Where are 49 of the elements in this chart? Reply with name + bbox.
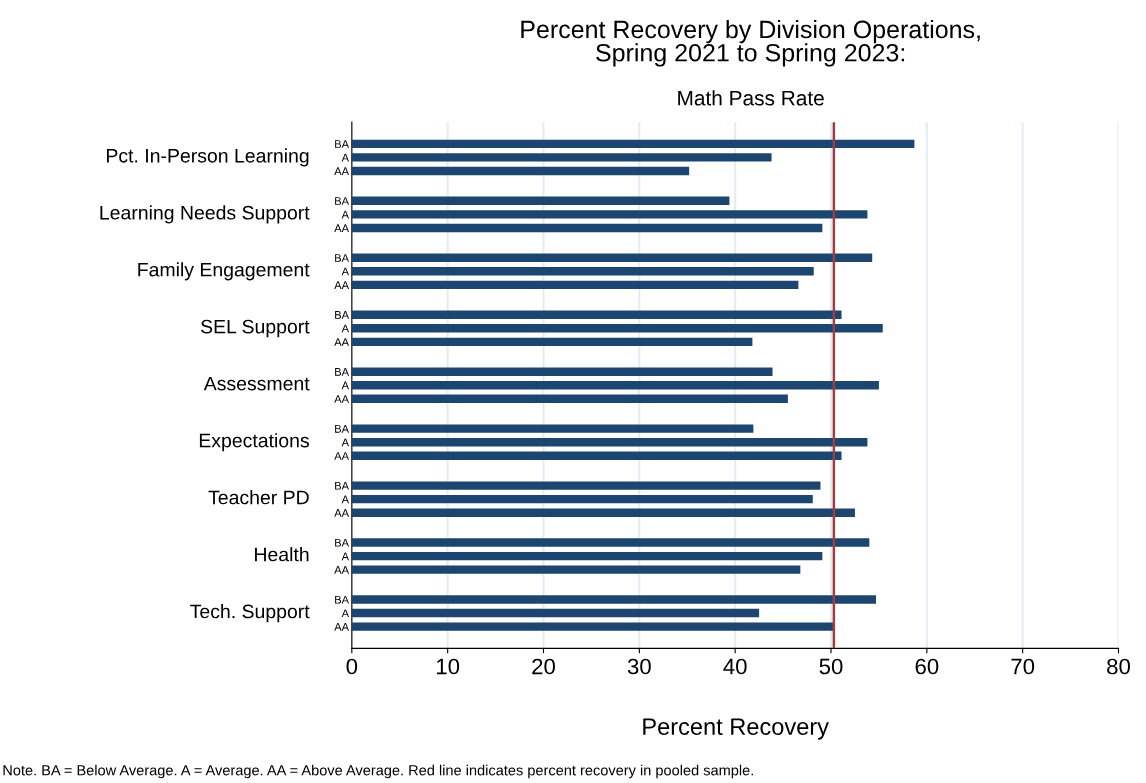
y-tick-label: A — [341, 495, 350, 504]
y-tick-label: A — [341, 609, 350, 618]
y-tick-label: BA — [335, 425, 350, 433]
chart-title: Percent Recovery by Division Operations, Spring 2021 to Spring 2023: — [521, 19, 980, 67]
text: Teacher PD — [208, 490, 309, 505]
y-tick-label: BA — [335, 538, 350, 547]
y-tick-label: AA — [334, 452, 350, 460]
y-tick-label: BA — [335, 197, 350, 205]
text: Learning Needs Support — [100, 205, 310, 224]
text: Tech. Support — [190, 604, 310, 623]
text: Pct. In-Person Learning — [106, 148, 309, 167]
y-tick-label: A — [341, 153, 350, 162]
y-tick-label: A — [341, 267, 350, 276]
y-tick-label: AA — [334, 395, 350, 403]
y-tick-label: BA — [335, 140, 350, 148]
x-tick-label: 80 — [1107, 658, 1130, 675]
y-tick-label: AA — [334, 623, 350, 631]
y-tick-label: A — [341, 324, 350, 333]
x-tick-label: 40 — [723, 658, 747, 675]
text: Family Engagement — [138, 262, 310, 281]
x-tick-label: 10 — [436, 658, 460, 675]
x-tick-label: 70 — [1011, 658, 1035, 675]
x-tick-label: 60 — [915, 658, 939, 675]
y-tick-label: A — [341, 210, 350, 219]
y-tick-label: A — [341, 438, 350, 447]
y-tick-label: BA — [335, 311, 350, 319]
y-tick-label: AA — [334, 167, 350, 175]
y-tick-label: AA — [334, 566, 350, 574]
x-tick-label: 20 — [532, 658, 555, 675]
y-tick-label: AA — [334, 338, 350, 346]
x-tick-label: 30 — [627, 658, 651, 675]
y-tick-label: BA — [335, 254, 350, 262]
y-tick-label: AA — [334, 281, 350, 289]
text: SEL Support — [201, 319, 310, 338]
text: Assessment — [203, 376, 310, 391]
y-tick-label: A — [341, 552, 350, 561]
x-tick-label: 0 — [346, 658, 358, 675]
chart-subtitle: Math Pass Rate — [678, 90, 824, 106]
y-tick-label: A — [341, 381, 350, 390]
x-axis-title: Percent Recovery — [643, 718, 829, 740]
y-tick-label: BA — [335, 595, 350, 604]
text: Expectations — [199, 433, 309, 452]
y-tick-label: AA — [334, 224, 350, 232]
text: Health — [255, 547, 309, 562]
y-tick-label: AA — [334, 509, 350, 517]
text: Note. BA = Below Average. A = Average. AA = Above Average. Red line indicates percent recovery in pooled sample. — [3, 764, 753, 779]
y-tick-label: BA — [335, 368, 350, 376]
y-tick-label: BA — [335, 481, 350, 490]
x-tick-label: 50 — [819, 658, 843, 675]
